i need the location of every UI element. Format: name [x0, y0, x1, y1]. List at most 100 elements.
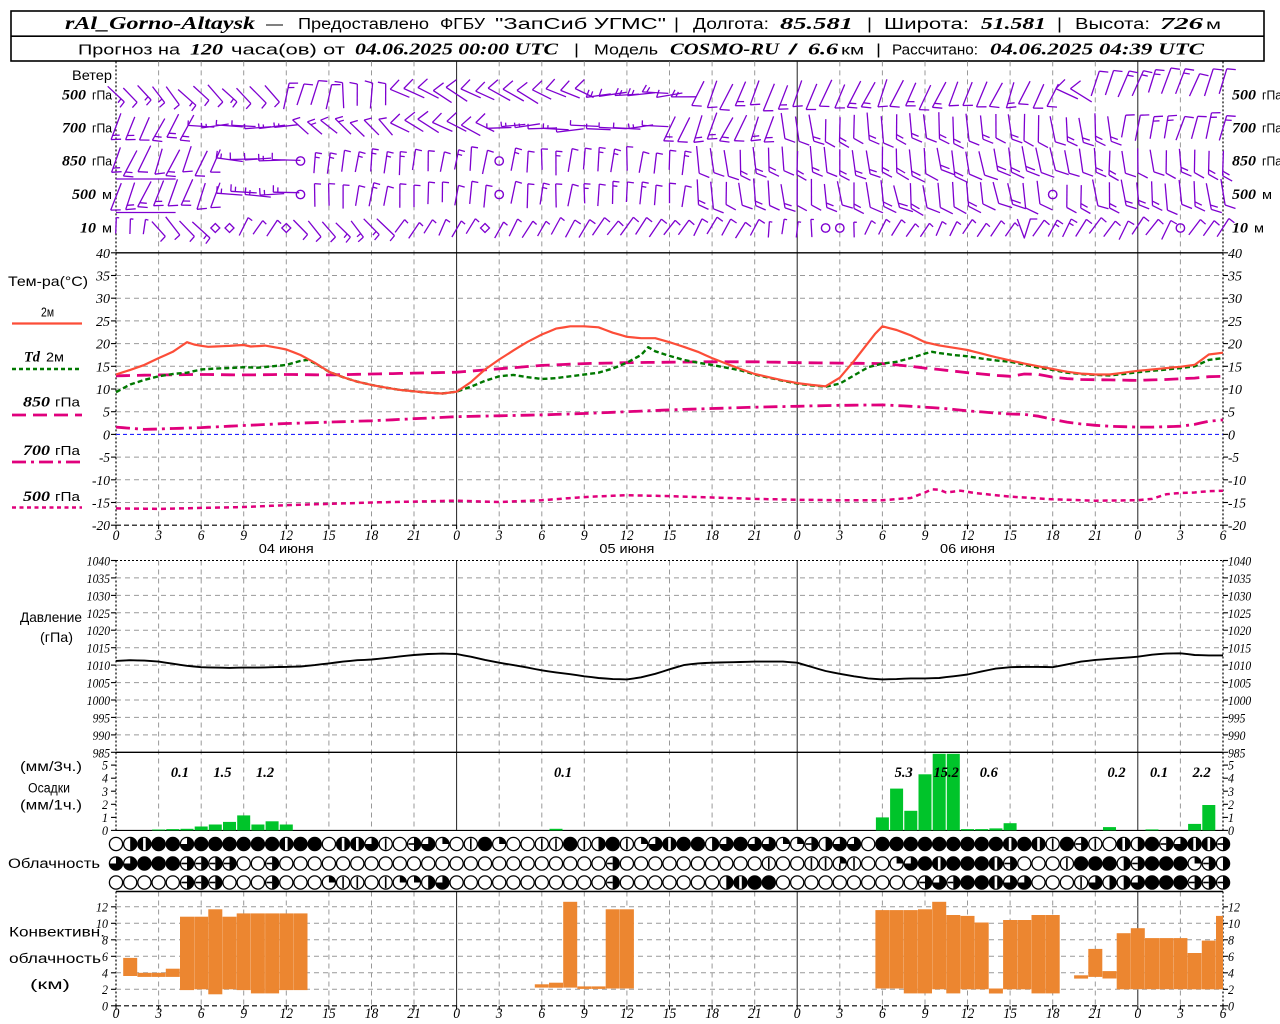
- svg-text:0: 0: [794, 528, 802, 544]
- svg-text:6: 6: [879, 1006, 887, 1022]
- svg-text:3: 3: [1176, 528, 1184, 544]
- svg-text:1.5: 1.5: [213, 765, 231, 781]
- svg-text:0: 0: [102, 823, 108, 838]
- svg-text:0: 0: [102, 998, 108, 1013]
- svg-text:4: 4: [102, 965, 108, 980]
- svg-text:1025: 1025: [87, 606, 111, 621]
- svg-text:1030: 1030: [1228, 588, 1252, 603]
- svg-text:0: 0: [1228, 998, 1234, 1013]
- svg-text:500: 500: [1232, 88, 1256, 104]
- svg-text:9: 9: [922, 528, 930, 544]
- svg-text:40: 40: [1228, 247, 1242, 262]
- svg-text:1000: 1000: [87, 693, 111, 708]
- svg-text:500: 500: [72, 187, 96, 203]
- svg-text:1005: 1005: [1228, 676, 1252, 691]
- svg-text:21: 21: [407, 528, 421, 544]
- svg-text:гПа: гПа: [1262, 121, 1280, 136]
- svg-text:Ветер: Ветер: [72, 67, 112, 83]
- svg-text:21: 21: [407, 1006, 421, 1022]
- svg-text:18: 18: [705, 1006, 719, 1022]
- svg-text:Долгота:: Долгота:: [693, 16, 769, 33]
- svg-text:18: 18: [365, 528, 379, 544]
- svg-text:18: 18: [1046, 1006, 1060, 1022]
- svg-text:гПа: гПа: [1262, 154, 1280, 169]
- svg-text:гПа: гПа: [55, 395, 81, 410]
- svg-text:10: 10: [80, 221, 96, 237]
- svg-text:6: 6: [1220, 528, 1228, 544]
- svg-text:6: 6: [102, 949, 108, 964]
- svg-text:—: —: [266, 16, 284, 33]
- svg-text:6: 6: [538, 528, 546, 544]
- svg-text:гПа: гПа: [92, 154, 113, 169]
- svg-text:5.3: 5.3: [895, 765, 913, 781]
- svg-text:21: 21: [1089, 1006, 1103, 1022]
- svg-text:20: 20: [1228, 338, 1242, 353]
- svg-text:0: 0: [1228, 428, 1235, 443]
- svg-text:3: 3: [154, 1006, 162, 1022]
- svg-text:0.2: 0.2: [1108, 765, 1126, 781]
- svg-text:04.06.2025 00:00 UTC: 04.06.2025 00:00 UTC: [355, 40, 559, 59]
- svg-text:6: 6: [538, 1006, 546, 1022]
- svg-text:гПа: гПа: [92, 121, 113, 136]
- svg-text:1: 1: [1228, 810, 1234, 825]
- svg-text:9: 9: [240, 528, 248, 544]
- svg-text:4: 4: [1228, 965, 1234, 980]
- svg-text:2м: 2м: [41, 306, 54, 320]
- svg-text:30: 30: [95, 292, 110, 307]
- svg-text:/: /: [788, 42, 800, 59]
- svg-text:Облачность: Облачность: [8, 856, 100, 871]
- svg-text:1025: 1025: [1228, 606, 1252, 621]
- svg-text:12: 12: [961, 528, 975, 544]
- svg-text:|: |: [574, 42, 579, 59]
- svg-text:5: 5: [102, 758, 108, 773]
- svg-text:9: 9: [581, 1006, 589, 1022]
- svg-text:700: 700: [23, 443, 50, 459]
- svg-text:Предоставлено: Предоставлено: [298, 16, 429, 33]
- svg-text:0: 0: [1134, 1006, 1142, 1022]
- svg-text:3: 3: [495, 528, 503, 544]
- svg-text:21: 21: [748, 528, 762, 544]
- svg-text:40: 40: [96, 247, 110, 262]
- svg-text:км: км: [841, 42, 864, 58]
- svg-text:12: 12: [1228, 899, 1240, 914]
- svg-text:995: 995: [1228, 710, 1246, 725]
- svg-text:500: 500: [62, 88, 86, 104]
- svg-text:Тем-ра(°C): Тем-ра(°C): [8, 273, 88, 289]
- svg-text:15: 15: [322, 1006, 336, 1022]
- svg-text:0: 0: [794, 1006, 802, 1022]
- svg-text:5: 5: [103, 406, 110, 421]
- svg-text:15: 15: [1003, 528, 1017, 544]
- svg-text:2: 2: [1228, 982, 1234, 997]
- svg-text:гПа: гПа: [55, 489, 81, 504]
- svg-text:-15: -15: [92, 497, 110, 512]
- svg-text:51.581: 51.581: [981, 14, 1046, 33]
- svg-text:10: 10: [1228, 383, 1242, 398]
- svg-text:1000: 1000: [1228, 693, 1252, 708]
- svg-text:0.6: 0.6: [980, 765, 999, 781]
- svg-text:Высота:: Высота:: [1075, 16, 1150, 33]
- svg-text:15: 15: [1228, 360, 1242, 375]
- svg-text:15: 15: [96, 360, 110, 375]
- svg-text:Давление: Давление: [20, 609, 82, 625]
- svg-text:850: 850: [62, 154, 86, 170]
- svg-text:10: 10: [1228, 916, 1240, 931]
- svg-text:1040: 1040: [1228, 554, 1252, 569]
- svg-text:1005: 1005: [87, 676, 111, 691]
- svg-text:Рассчитано:: Рассчитано:: [892, 42, 978, 59]
- svg-text:-10: -10: [1228, 474, 1246, 489]
- svg-text:10: 10: [1232, 221, 1248, 237]
- svg-text:30: 30: [1227, 292, 1242, 307]
- svg-text:Осадки: Осадки: [28, 781, 70, 796]
- svg-text:1035: 1035: [87, 571, 111, 586]
- svg-text:12: 12: [620, 528, 634, 544]
- svg-text:8: 8: [102, 932, 108, 947]
- svg-text:21: 21: [748, 1006, 762, 1022]
- svg-text:850: 850: [1232, 154, 1256, 170]
- svg-text:985: 985: [1228, 745, 1246, 760]
- svg-text:12: 12: [961, 1006, 975, 1022]
- svg-text:12: 12: [620, 1006, 634, 1022]
- svg-text:0: 0: [1228, 823, 1234, 838]
- svg-text:06 июня: 06 июня: [940, 541, 995, 556]
- svg-text:3: 3: [101, 784, 108, 799]
- svg-text:15: 15: [1003, 1006, 1017, 1022]
